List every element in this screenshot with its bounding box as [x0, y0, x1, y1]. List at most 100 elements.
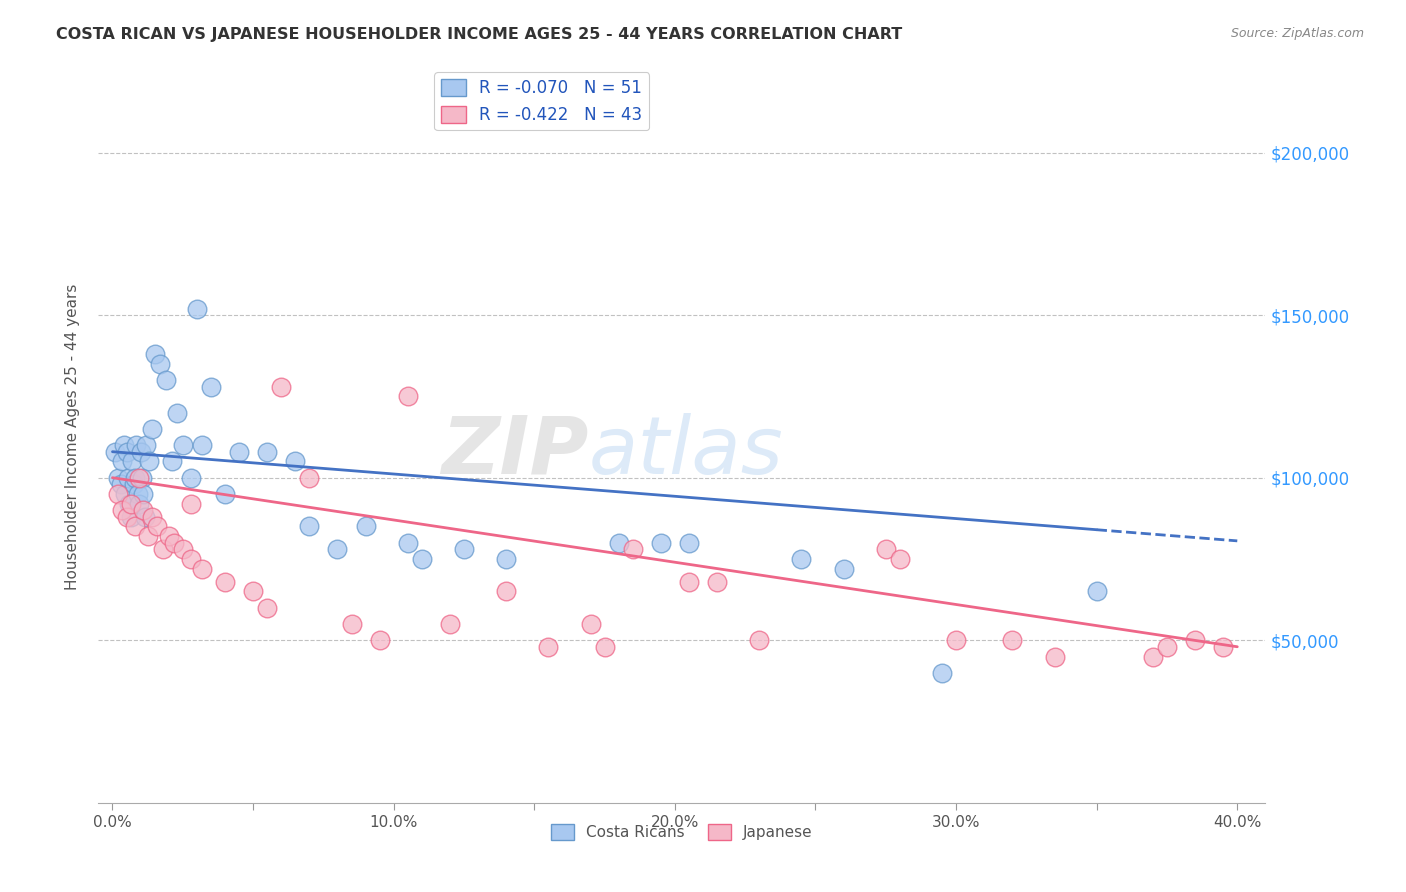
Point — [143, 347, 166, 361]
Point — [1212, 640, 1234, 654]
Point — [678, 574, 700, 589]
Point — [191, 438, 214, 452]
Point — [107, 487, 129, 501]
Point — [931, 665, 953, 680]
Point — [284, 454, 307, 468]
Point — [118, 497, 141, 511]
Point — [141, 422, 163, 436]
Point — [146, 519, 169, 533]
Text: ZIP: ZIP — [441, 413, 589, 491]
Point — [120, 509, 142, 524]
Point — [138, 454, 160, 468]
Point — [1085, 584, 1108, 599]
Point — [115, 509, 138, 524]
Point — [128, 497, 150, 511]
Point — [134, 509, 156, 524]
Point — [124, 471, 146, 485]
Point — [621, 542, 644, 557]
Point — [889, 552, 911, 566]
Text: atlas: atlas — [589, 413, 783, 491]
Point — [1142, 649, 1164, 664]
Point — [1001, 633, 1024, 648]
Point — [124, 519, 146, 533]
Point — [157, 529, 180, 543]
Point — [214, 574, 236, 589]
Point — [191, 562, 214, 576]
Point — [326, 542, 349, 557]
Point — [790, 552, 813, 566]
Point — [340, 617, 363, 632]
Point — [411, 552, 433, 566]
Point — [172, 542, 194, 557]
Point — [439, 617, 461, 632]
Point — [1184, 633, 1206, 648]
Point — [129, 444, 152, 458]
Point — [396, 535, 419, 549]
Text: COSTA RICAN VS JAPANESE HOUSEHOLDER INCOME AGES 25 - 44 YEARS CORRELATION CHART: COSTA RICAN VS JAPANESE HOUSEHOLDER INCO… — [56, 27, 903, 42]
Point — [166, 406, 188, 420]
Point — [495, 584, 517, 599]
Point — [200, 380, 222, 394]
Point — [242, 584, 264, 599]
Point — [593, 640, 616, 654]
Point — [112, 438, 135, 452]
Point — [748, 633, 770, 648]
Point — [131, 471, 153, 485]
Point — [1156, 640, 1178, 654]
Legend: Costa Ricans, Japanese: Costa Ricans, Japanese — [546, 818, 818, 847]
Point — [875, 542, 897, 557]
Point — [127, 487, 149, 501]
Point — [180, 497, 202, 511]
Point — [132, 487, 155, 501]
Point — [396, 389, 419, 403]
Point — [128, 471, 150, 485]
Text: Source: ZipAtlas.com: Source: ZipAtlas.com — [1230, 27, 1364, 40]
Point — [136, 529, 159, 543]
Point — [180, 471, 202, 485]
Point — [117, 471, 139, 485]
Point — [172, 438, 194, 452]
Point — [104, 444, 127, 458]
Point — [678, 535, 700, 549]
Point — [163, 535, 186, 549]
Point — [160, 454, 183, 468]
Point — [114, 487, 136, 501]
Point — [180, 552, 202, 566]
Point — [256, 600, 278, 615]
Point — [945, 633, 967, 648]
Point — [186, 301, 208, 316]
Point — [453, 542, 475, 557]
Point — [537, 640, 560, 654]
Point — [149, 357, 172, 371]
Point — [495, 552, 517, 566]
Point — [115, 444, 138, 458]
Point — [214, 487, 236, 501]
Point — [132, 503, 155, 517]
Point — [706, 574, 728, 589]
Point — [111, 503, 134, 517]
Point — [121, 454, 143, 468]
Point — [141, 509, 163, 524]
Point — [228, 444, 250, 458]
Point — [579, 617, 602, 632]
Point — [111, 454, 134, 468]
Point — [298, 471, 321, 485]
Point — [256, 444, 278, 458]
Point — [125, 438, 148, 452]
Point — [1043, 649, 1066, 664]
Point — [135, 438, 157, 452]
Point — [832, 562, 855, 576]
Point — [607, 535, 630, 549]
Point — [122, 477, 145, 491]
Point — [368, 633, 391, 648]
Point — [354, 519, 377, 533]
Point — [298, 519, 321, 533]
Point — [650, 535, 672, 549]
Point — [110, 477, 132, 491]
Point — [270, 380, 292, 394]
Point — [107, 471, 129, 485]
Y-axis label: Householder Income Ages 25 - 44 years: Householder Income Ages 25 - 44 years — [65, 284, 80, 591]
Point — [152, 542, 174, 557]
Point — [120, 497, 142, 511]
Point — [155, 373, 177, 387]
